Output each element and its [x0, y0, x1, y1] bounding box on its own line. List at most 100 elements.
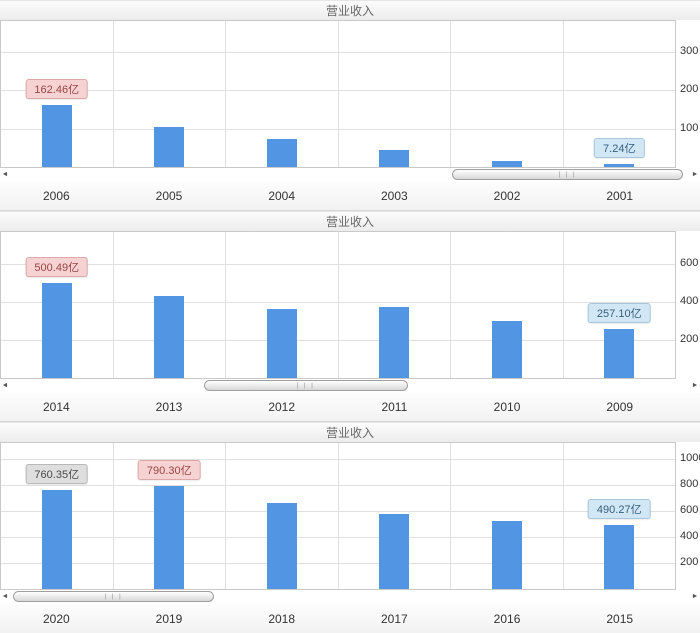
column — [451, 443, 564, 589]
x-tick-label: 2003 — [381, 189, 408, 203]
bar[interactable] — [154, 485, 185, 589]
columns: 500.49亿 257.10亿 — [1, 232, 675, 378]
scrollbar-track[interactable]: | | | — [10, 380, 690, 392]
bar[interactable] — [379, 149, 410, 167]
scrollbar-track[interactable]: | | | — [10, 169, 690, 181]
y-tick-label: 400 — [680, 295, 699, 308]
scrollbar-thumb[interactable]: | | | — [452, 169, 684, 180]
x-axis: 2020 2019 2018 2017 2016 2015 — [0, 604, 676, 633]
y-tick-label: 600 — [680, 257, 699, 270]
x-tick-label: 2016 — [493, 611, 521, 626]
column — [114, 232, 226, 378]
bar[interactable] — [379, 514, 410, 589]
column: 162.46亿 — [1, 21, 114, 167]
x-tick-label: 2017 — [381, 611, 408, 626]
x-axis: 2014 2013 2012 2011 2010 2009 — [0, 393, 676, 421]
bar[interactable] — [491, 521, 522, 589]
chart-title: 营业收入 — [325, 426, 374, 440]
value-callout: 162.46亿 — [25, 78, 89, 99]
scrollbar-grip-icon: | | | — [296, 382, 315, 389]
bar[interactable] — [154, 295, 185, 378]
y-tick-label: 1000 — [680, 451, 700, 464]
scrollbar-grip-icon: | | | — [558, 171, 577, 178]
x-tick-label: 2019 — [155, 611, 183, 626]
bar[interactable] — [41, 104, 72, 167]
bar[interactable] — [604, 525, 635, 589]
value-callout: 257.10亿 — [587, 303, 651, 324]
y-tick-label: 200 — [680, 555, 699, 568]
bar[interactable] — [266, 502, 297, 589]
scroll-right-arrow-icon[interactable]: ► — [691, 171, 699, 178]
scrollbar-grip-icon: | | | — [104, 593, 123, 600]
scrollbar-thumb[interactable]: | | | — [13, 591, 214, 602]
bar[interactable] — [491, 321, 522, 378]
y-tick-label: 100 — [680, 121, 699, 134]
bar[interactable] — [41, 489, 72, 589]
x-axis-row: 2006 2005 2004 2003 2002 2001 — [0, 182, 700, 210]
value-callout: 760.35亿 — [25, 463, 89, 484]
x-tick-label: 2006 — [42, 189, 70, 203]
column: 7.24亿 — [564, 21, 676, 167]
column — [226, 21, 339, 167]
x-axis-spacer — [676, 604, 700, 633]
value-callout: 500.49亿 — [25, 257, 89, 278]
chart-panel-3: 营业收入 760.35亿 790.30亿 490.27亿 1000 800 600 400… — [0, 422, 700, 633]
bar[interactable] — [491, 161, 522, 167]
column: 500.49亿 — [1, 232, 114, 378]
scroll-right-arrow-icon[interactable]: ► — [691, 382, 699, 389]
y-tick-label: 200 — [680, 83, 699, 96]
scroll-left-arrow-icon[interactable]: ◄ — [1, 382, 9, 389]
scroll-left-arrow-icon[interactable]: ◄ — [1, 171, 9, 178]
x-axis: 2006 2005 2004 2003 2002 2001 — [0, 182, 676, 210]
x-tick-label: 2001 — [606, 189, 634, 203]
bar[interactable] — [604, 164, 635, 167]
chart-panel-2: 营业收入 500.49亿 257.10亿 600 400 200 ◄ | | | ► … — [0, 211, 700, 422]
x-tick-label: 2010 — [493, 400, 521, 414]
x-tick-label: 2015 — [606, 611, 634, 626]
bar[interactable] — [266, 139, 297, 167]
value-callout: 790.30亿 — [137, 459, 201, 480]
bar[interactable] — [41, 283, 72, 378]
value-callout: 7.24亿 — [594, 138, 645, 159]
y-tick-label: 600 — [680, 503, 699, 516]
plot-row: 500.49亿 257.10亿 600 400 200 — [0, 231, 700, 379]
bar[interactable] — [266, 308, 297, 378]
chart-title-bar: 营业收入 — [0, 0, 700, 20]
columns: 162.46亿 7.24亿 — [1, 21, 675, 167]
chart-title: 营业收入 — [325, 4, 374, 18]
scrollbar-track[interactable]: | | | — [10, 591, 690, 603]
scrollbar: ◄ | | | ► — [0, 590, 700, 604]
column — [451, 232, 564, 378]
column — [339, 232, 451, 378]
x-tick-label: 2020 — [42, 611, 70, 626]
x-tick-label: 2002 — [493, 189, 521, 203]
bar[interactable] — [604, 329, 635, 378]
scrollbar-thumb[interactable]: | | | — [203, 380, 408, 391]
x-axis-row: 2020 2019 2018 2017 2016 2015 — [0, 604, 700, 633]
column — [451, 21, 564, 167]
bar[interactable] — [379, 306, 410, 378]
plot-area: 162.46亿 7.24亿 — [0, 20, 676, 168]
column — [226, 443, 339, 589]
column — [339, 443, 451, 589]
x-axis-spacer — [676, 393, 700, 421]
scrollbar: ◄ | | | ► — [0, 379, 700, 393]
scrollbar: ◄ | | | ► — [0, 168, 700, 182]
y-axis: 1000 800 600 400 200 — [676, 442, 700, 590]
x-tick-label: 2012 — [268, 400, 296, 414]
y-tick-label: 300 — [680, 44, 699, 57]
bar[interactable] — [154, 126, 185, 167]
x-tick-label: 2004 — [268, 189, 296, 203]
y-axis: 300 200 100 — [676, 20, 700, 168]
column: 760.35亿 — [1, 443, 114, 589]
scroll-right-arrow-icon[interactable]: ► — [691, 593, 699, 600]
plot-area: 500.49亿 257.10亿 — [0, 231, 676, 379]
x-tick-label: 2014 — [42, 400, 70, 414]
y-tick-label: 800 — [680, 477, 699, 490]
column: 257.10亿 — [564, 232, 676, 378]
value-callout: 490.27亿 — [587, 499, 651, 520]
column: 490.27亿 — [564, 443, 676, 589]
scroll-left-arrow-icon[interactable]: ◄ — [1, 593, 9, 600]
columns: 760.35亿 790.30亿 490.27亿 — [1, 443, 675, 589]
